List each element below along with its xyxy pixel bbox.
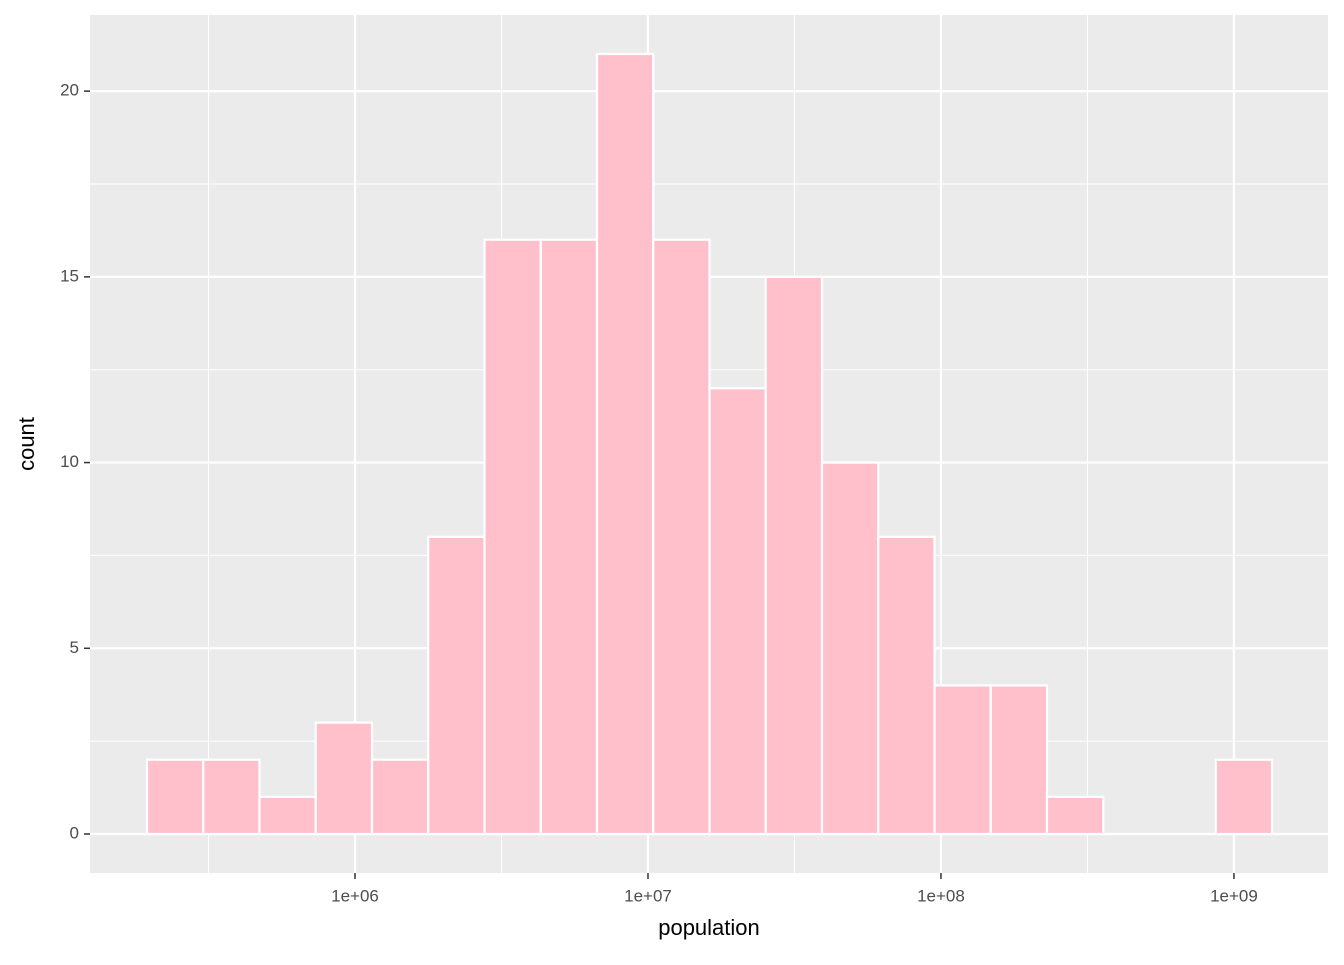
bar [652,238,711,836]
x-axis-title: population [658,915,760,940]
x-tick-label: 1e+06 [331,886,379,905]
x-tick-label: 1e+08 [917,886,965,905]
bar [1045,795,1105,836]
bar [539,238,599,836]
bar [427,535,486,836]
bar [314,721,374,836]
x-tick-label: 1e+09 [1210,886,1258,905]
bar [764,275,824,836]
y-axis-title: count [14,417,39,471]
bar [258,795,317,836]
y-tick-label: 5 [70,638,79,657]
bar [933,684,992,836]
x-tick-label: 1e+07 [624,886,672,905]
bar [989,684,1049,836]
bar [370,758,430,836]
bar [202,758,261,836]
bar [820,461,880,836]
y-tick-label: 20 [60,81,79,100]
bar [145,758,205,836]
bar [1214,758,1274,836]
bar [708,387,767,836]
y-tick-label: 15 [60,266,79,285]
y-tick-label: 10 [60,452,79,471]
bar [877,535,936,836]
bar [595,52,655,836]
bar [483,238,542,836]
y-tick-label: 0 [70,823,79,842]
